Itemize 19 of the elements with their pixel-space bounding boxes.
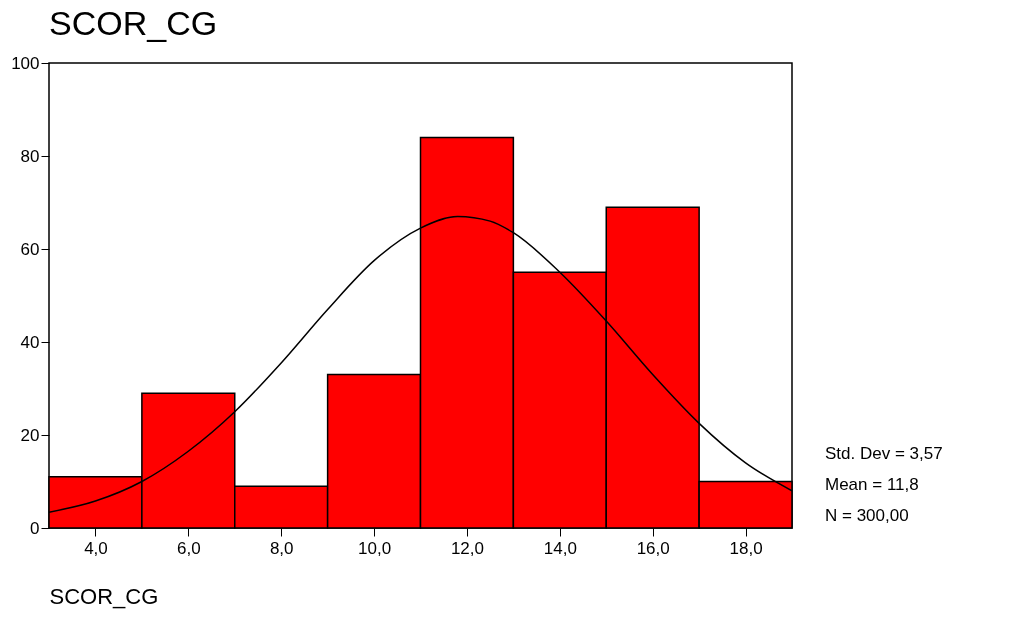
y-tick-label: 0 [30, 518, 40, 538]
x-tick-label: 6,0 [176, 538, 201, 558]
text: Mean = 11,8 [825, 474, 920, 496]
chart-title: SCOR_CG [49, 4, 218, 42]
x-tick-label: 8,0 [269, 538, 294, 558]
x-tick-label: 12,0 [450, 538, 484, 558]
x-axis-title: SCOR_CG [49, 583, 159, 609]
x-tick-label: 16,0 [636, 538, 670, 558]
x-tick-label: 10,0 [358, 538, 392, 558]
y-tick-label: 60 [20, 239, 40, 259]
y-tick-label: 80 [20, 146, 40, 166]
text: Std. Dev = 3,57 [825, 443, 943, 465]
y-tick-label: 100 [11, 53, 40, 73]
text: N = 300,00 [825, 505, 910, 527]
x-tick-label: 14,0 [543, 538, 577, 558]
y-tick-label: 20 [20, 425, 40, 445]
x-tick-label: 4,0 [84, 538, 108, 558]
y-tick-label: 40 [20, 332, 40, 352]
x-tick-label: 18,0 [729, 538, 763, 558]
